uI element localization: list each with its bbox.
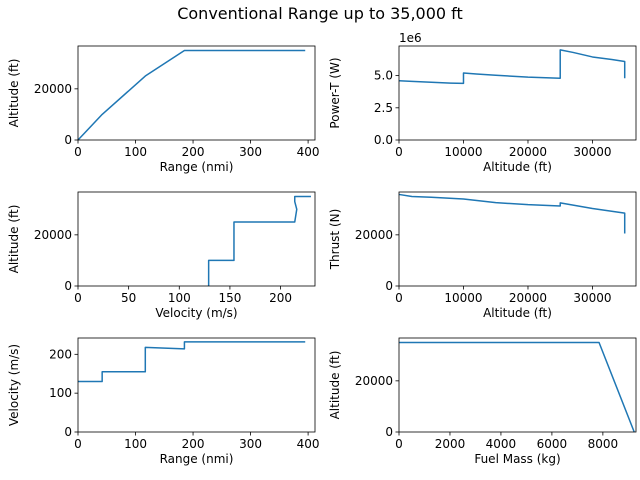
x-tick-label: 50 [121,291,136,305]
x-tick-label: 20000 [509,145,547,159]
x-tick-label: 8000 [588,437,619,451]
subplot-6: 0 2000 4000 6000 8000 0 20000 Fuel Mass (kg) Alt… [328,337,637,466]
x-tick-label: 10000 [444,145,482,159]
y-axis-label: Power-T (W) [328,57,342,128]
x-tick-label: 0 [74,437,82,451]
y-tick-label: 20000 [355,228,393,242]
x-tick-label: 0 [395,437,403,451]
series-line-1 [398,49,626,85]
y-tick-label: 100 [49,386,72,400]
subplot-3: 0 50 100 150 200 0 20000 Velocity (m/s) Altitude… [7,191,316,320]
y-tick-label: 20000 [34,82,72,96]
x-tick-label: 30000 [573,145,611,159]
y-offset-text: 1e6 [399,31,422,45]
y-tick-label: 5.0 [374,69,393,83]
subplot-1: 0 100 200 300 400 0 20000 Range (nmi) Altitude (… [7,45,320,174]
x-tick-label: 400 [297,145,320,159]
y-tick-label: 0 [64,425,72,439]
x-tick-label: 0 [74,291,82,305]
x-axis-label: Velocity (m/s) [155,306,237,320]
x-tick-label: 0 [395,145,403,159]
x-tick-label: 6000 [537,437,568,451]
axes-frame [77,337,316,433]
x-axis-label: Range (nmi) [160,160,234,174]
x-tick-label: 2000 [435,437,466,451]
x-tick-label: 100 [168,291,191,305]
series-line-1 [78,341,306,383]
x-tick-label: 200 [182,145,205,159]
axes-frame [77,45,316,141]
x-axis-label: Altitude (ft) [483,306,552,320]
y-axis-label: Altitude (ft) [328,351,342,420]
x-tick-label: 4000 [486,437,517,451]
y-tick-label: 0.0 [374,133,393,147]
x-tick-label: 200 [269,291,292,305]
y-tick-label: 200 [49,347,72,361]
y-tick-label: 2.5 [374,101,393,115]
y-tick-label: 0 [64,133,72,147]
x-tick-label: 300 [239,145,262,159]
series-line-1 [77,49,306,141]
y-tick-label: 20000 [34,228,72,242]
y-axis-label: Altitude (ft) [7,59,21,128]
y-tick-label: 0 [385,425,393,439]
axes-frame [398,337,637,433]
series-line-1 [207,195,311,286]
x-tick-label: 0 [74,145,82,159]
subplot-2: 0 10000 20000 30000 0.0 2.5 5.0 1e6 Altitude (ft… [328,31,637,174]
axes-frame [398,45,637,141]
x-tick-label: 300 [239,437,262,451]
figure-title: Conventional Range up to 35,000 ft [177,4,463,23]
y-tick-label: 0 [385,279,393,293]
axes-frame [398,191,637,287]
x-tick-label: 10000 [444,291,482,305]
y-axis-label: Altitude (ft) [7,205,21,274]
x-tick-label: 400 [297,437,320,451]
x-tick-label: 150 [218,291,241,305]
x-tick-label: 30000 [573,291,611,305]
x-axis-label: Altitude (ft) [483,160,552,174]
x-tick-label: 200 [182,437,205,451]
x-axis-label: Fuel Mass (kg) [474,452,560,466]
x-tick-label: 100 [124,437,147,451]
x-tick-label: 100 [124,145,147,159]
x-tick-label: 20000 [509,291,547,305]
y-tick-label: 20000 [355,374,393,388]
y-tick-label: 0 [64,279,72,293]
y-axis-label: Velocity (m/s) [7,344,21,426]
axes-frame [77,191,316,287]
x-tick-label: 0 [395,291,403,305]
y-axis-label: Thrust (N) [328,209,342,271]
series-line-1 [399,341,635,433]
x-axis-label: Range (nmi) [160,452,234,466]
series-line-1 [398,193,626,234]
